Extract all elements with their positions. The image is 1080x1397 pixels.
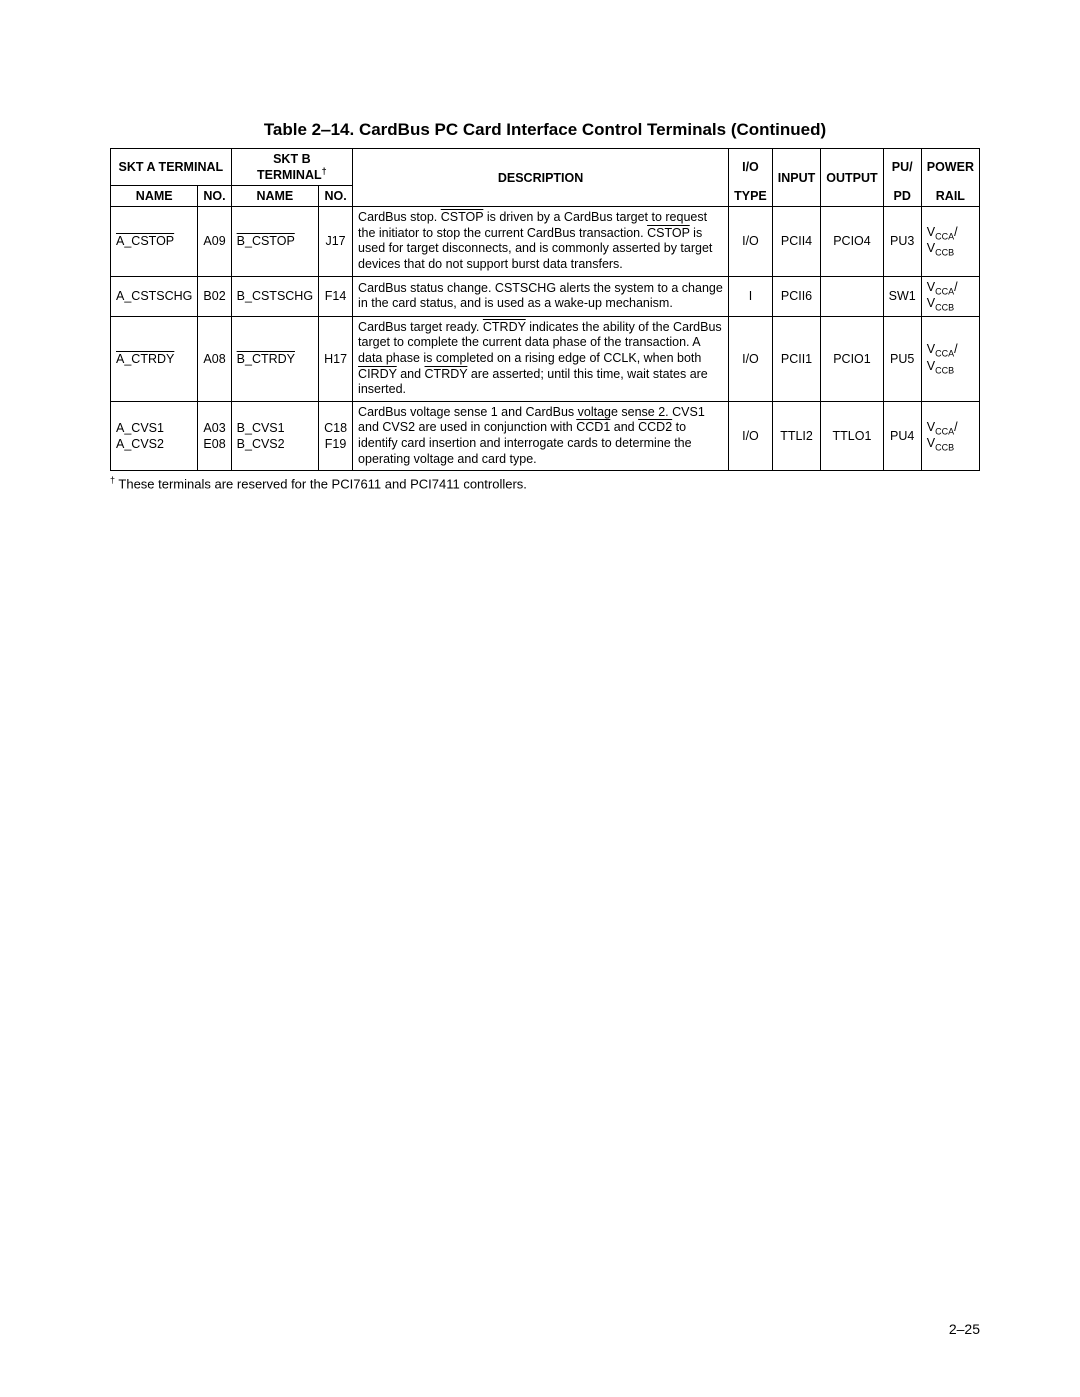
output-cell: TTLO1 (821, 401, 883, 471)
skt-a-no: A09 (198, 207, 231, 277)
header-skt-b: SKT B TERMINAL† (231, 149, 352, 186)
skt-b-no: F14 (319, 276, 353, 316)
power-rail-cell: VCCA/ VCCB (921, 276, 979, 316)
skt-b-no: H17 (319, 316, 353, 401)
power-rail-cell: VCCA/ VCCB (921, 207, 979, 277)
table-title: Table 2‒14. CardBus PC Card Interface Co… (110, 120, 980, 140)
power-rail-cell: VCCA/ VCCB (921, 401, 979, 471)
pupd-cell: SW1 (883, 276, 921, 316)
description-cell: CardBus stop. CSTOP is driven by a CardB… (353, 207, 729, 277)
skt-a-no: A03E08 (198, 401, 231, 471)
io-type: I/O (729, 207, 773, 277)
skt-a-name: A_CTRDY (111, 316, 198, 401)
terminals-table: SKT A TERMINAL SKT B TERMINAL† DESCRIPTI… (110, 148, 980, 471)
header-description: DESCRIPTION (353, 149, 729, 207)
table-row: A_CTRDY A08 B_CTRDY H17 CardBus target r… (111, 316, 980, 401)
input-cell: PCII1 (772, 316, 821, 401)
header-input: INPUT (772, 149, 821, 207)
header-pupd-2: PD (883, 186, 921, 207)
skt-a-name: A_CSTOP (111, 207, 198, 277)
table-row: A_CVS1A_CVS2 A03E08 B_CVS1B_CVS2 C18F19 … (111, 401, 980, 471)
header-name-b: NAME (231, 186, 318, 207)
io-type: I/O (729, 316, 773, 401)
output-cell: PCIO1 (821, 316, 883, 401)
pupd-cell: PU3 (883, 207, 921, 277)
table-row: A_CSTOP A09 B_CSTOP J17 CardBus stop. CS… (111, 207, 980, 277)
skt-b-name: B_CSTOP (231, 207, 318, 277)
page-number: 2‒25 (949, 1321, 980, 1337)
header-power-1: POWER (921, 149, 979, 186)
header-power-2: RAIL (921, 186, 979, 207)
footnote: † These terminals are reserved for the P… (110, 475, 980, 491)
skt-b-no: J17 (319, 207, 353, 277)
skt-b-name: B_CTRDY (231, 316, 318, 401)
description-cell: CardBus voltage sense 1 and CardBus volt… (353, 401, 729, 471)
skt-a-no: B02 (198, 276, 231, 316)
skt-b-name: B_CVS1B_CVS2 (231, 401, 318, 471)
pupd-cell: PU5 (883, 316, 921, 401)
header-name-a: NAME (111, 186, 198, 207)
description-cell: CardBus target ready. CTRDY indicates th… (353, 316, 729, 401)
pupd-cell: PU4 (883, 401, 921, 471)
power-rail-cell: VCCA/ VCCB (921, 316, 979, 401)
skt-b-no: C18F19 (319, 401, 353, 471)
input-cell: PCII4 (772, 207, 821, 277)
input-cell: PCII6 (772, 276, 821, 316)
header-pupd-1: PU/ (883, 149, 921, 186)
description-cell: CardBus status change. CSTSCHG alerts th… (353, 276, 729, 316)
skt-a-name: A_CVS1A_CVS2 (111, 401, 198, 471)
table-row: A_CSTSCHG B02 B_CSTSCHG F14 CardBus stat… (111, 276, 980, 316)
skt-a-name: A_CSTSCHG (111, 276, 198, 316)
input-cell: TTLI2 (772, 401, 821, 471)
skt-a-no: A08 (198, 316, 231, 401)
header-output: OUTPUT (821, 149, 883, 207)
output-cell (821, 276, 883, 316)
output-cell: PCIO4 (821, 207, 883, 277)
header-no-a: NO. (198, 186, 231, 207)
skt-b-name: B_CSTSCHG (231, 276, 318, 316)
io-type: I/O (729, 401, 773, 471)
header-io-1: I/O (729, 149, 773, 186)
io-type: I (729, 276, 773, 316)
header-no-b: NO. (319, 186, 353, 207)
header-skt-a: SKT A TERMINAL (111, 149, 232, 186)
header-io-2: TYPE (729, 186, 773, 207)
